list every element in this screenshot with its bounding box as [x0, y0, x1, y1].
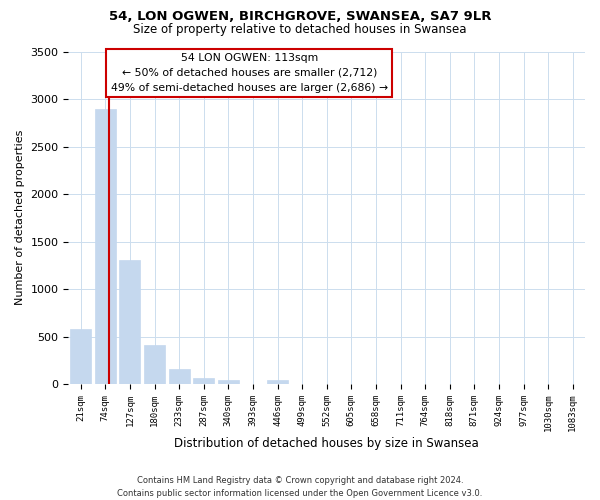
Text: 54, LON OGWEN, BIRCHGROVE, SWANSEA, SA7 9LR: 54, LON OGWEN, BIRCHGROVE, SWANSEA, SA7 … [109, 10, 491, 23]
Y-axis label: Number of detached properties: Number of detached properties [15, 130, 25, 306]
Bar [70, 329, 91, 384]
Bar [119, 260, 140, 384]
Bar [169, 369, 190, 384]
X-axis label: Distribution of detached houses by size in Swansea: Distribution of detached houses by size … [175, 437, 479, 450]
Bar [95, 108, 116, 384]
Bar [218, 380, 239, 384]
Bar [144, 344, 165, 384]
Text: Size of property relative to detached houses in Swansea: Size of property relative to detached ho… [133, 22, 467, 36]
Bar [267, 380, 288, 384]
Text: 54 LON OGWEN: 113sqm
← 50% of detached houses are smaller (2,712)
49% of semi-de: 54 LON OGWEN: 113sqm ← 50% of detached h… [110, 53, 388, 93]
Bar [193, 378, 214, 384]
Text: Contains HM Land Registry data © Crown copyright and database right 2024.
Contai: Contains HM Land Registry data © Crown c… [118, 476, 482, 498]
